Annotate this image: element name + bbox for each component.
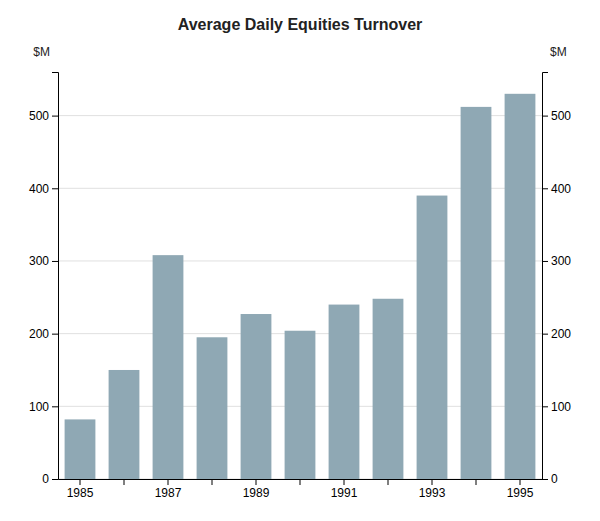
y-axis-label: $M (33, 45, 50, 59)
tick-mark (542, 334, 548, 335)
tick: 400 (29, 182, 58, 196)
bar (109, 370, 140, 479)
bar (461, 107, 492, 479)
bar (197, 337, 228, 479)
tick-mark (168, 479, 169, 485)
tick (388, 479, 389, 485)
tick: 1991 (331, 479, 358, 500)
x-axis: 1985 1987 1989 1991 1993 1995 (59, 479, 543, 500)
tick-mark (542, 188, 548, 189)
tick-mark (52, 188, 58, 189)
tick: 300 (29, 254, 58, 268)
tick: 300 (542, 254, 571, 268)
tick-label: 1985 (67, 486, 94, 500)
tick: 1993 (419, 479, 446, 500)
bar (285, 331, 316, 479)
tick: 100 (29, 400, 58, 414)
tick-mark (256, 479, 257, 485)
tick: 1987 (155, 479, 182, 500)
bar (329, 305, 360, 479)
bar (417, 196, 448, 479)
tick-label: 500 (29, 109, 49, 123)
tick-mark (52, 334, 58, 335)
y-axis: 0 100 200 300 400 500 (29, 73, 59, 487)
bar (505, 94, 536, 479)
tick-mark (432, 479, 433, 485)
tick-label: 100 (29, 400, 49, 414)
tick-label: 300 (551, 254, 571, 268)
bar (153, 255, 184, 479)
tick-mark (212, 479, 213, 485)
tick-label: 100 (551, 400, 571, 414)
tick-mark (476, 479, 477, 485)
tick: 0 (42, 472, 58, 486)
tick-label: 1995 (507, 486, 534, 500)
tick: 0 (542, 472, 558, 486)
tick-mark (52, 116, 58, 117)
bars (65, 94, 536, 479)
tick (300, 479, 301, 485)
tick-label: 1991 (331, 486, 358, 500)
tick-label: 300 (29, 254, 49, 268)
tick-label: 400 (551, 182, 571, 196)
tick-mark (542, 406, 548, 407)
tick-mark (52, 479, 58, 480)
tick: 1995 (507, 479, 534, 500)
tick: 200 (29, 327, 58, 341)
chart-container: 0 100 200 300 400 500 0 100 200 300 400 500 1985 1987… (0, 0, 600, 521)
bar (241, 314, 272, 479)
tick-mark (300, 479, 301, 485)
tick (124, 479, 125, 485)
y2-axis: 0 100 200 300 400 500 (542, 73, 571, 487)
tick-mark (80, 479, 81, 485)
tick-label: 0 (551, 472, 558, 486)
tick-mark (388, 479, 389, 485)
y2-axis-label: $M (550, 45, 567, 59)
tick: 1989 (243, 479, 270, 500)
tick-mark (542, 261, 548, 262)
tick-mark (52, 261, 58, 262)
tick-label: 400 (29, 182, 49, 196)
tick-mark (124, 479, 125, 485)
tick-label: 1989 (243, 486, 270, 500)
axis-line (52, 73, 59, 480)
tick-label: 200 (29, 327, 49, 341)
tick: 500 (29, 109, 58, 123)
tick-label: 1993 (419, 486, 446, 500)
tick (476, 479, 477, 485)
tick: 1985 (67, 479, 94, 500)
title: Average Daily Equities Turnover (178, 16, 423, 33)
chart-svg: 0 100 200 300 400 500 0 100 200 300 400 500 1985 1987… (0, 0, 600, 521)
tick: 100 (542, 400, 571, 414)
tick: 400 (542, 182, 571, 196)
tick: 500 (542, 109, 571, 123)
axis-line (543, 73, 549, 480)
tick-mark (542, 116, 548, 117)
tick-mark (52, 406, 58, 407)
tick-mark (542, 479, 548, 480)
bar (65, 419, 96, 479)
tick (212, 479, 213, 485)
tick-label: 500 (551, 109, 571, 123)
tick-mark (344, 479, 345, 485)
bar (373, 299, 404, 479)
tick-label: 1987 (155, 486, 182, 500)
tick: 200 (542, 327, 571, 341)
tick-label: 200 (551, 327, 571, 341)
tick-label: 0 (42, 472, 49, 486)
tick-mark (520, 479, 521, 485)
